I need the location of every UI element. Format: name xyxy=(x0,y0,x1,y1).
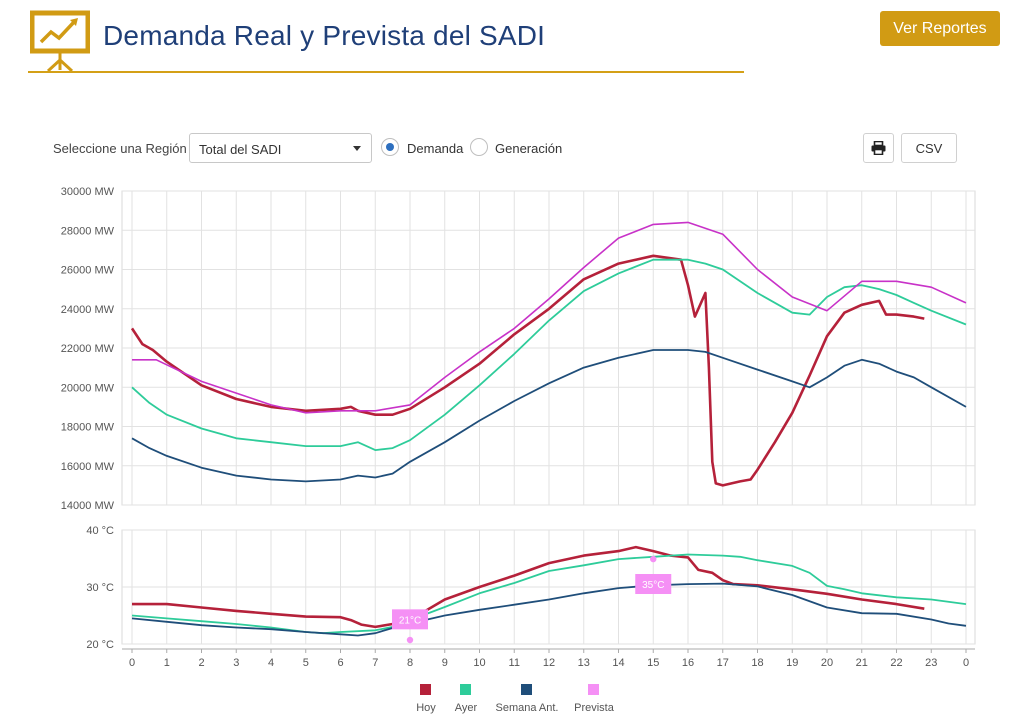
forecast-temp-label: 35°C xyxy=(642,580,664,591)
y-tick-label: 30 °C xyxy=(86,582,114,594)
x-tick-label: 8 xyxy=(407,657,413,669)
forecast-temp-marker xyxy=(392,609,428,630)
radio-selected-dot xyxy=(386,143,394,151)
x-tick-label: 18 xyxy=(751,657,763,669)
x-tick-label: 11 xyxy=(509,657,520,669)
forecast-temp-dot xyxy=(406,636,414,644)
x-tick-label: 20 xyxy=(821,657,833,669)
view-reports-button[interactable]: Ver Reportes xyxy=(880,11,1000,46)
legend-swatch-prevista_marker[interactable] xyxy=(588,684,599,695)
y-tick-label: 18000 MW xyxy=(61,422,115,434)
series-line-semana xyxy=(131,349,967,483)
series-line-prevista xyxy=(132,221,967,414)
y-tick-label: 14000 MW xyxy=(61,500,115,512)
caret-down-icon xyxy=(353,146,361,151)
x-tick-label: 12 xyxy=(543,657,555,669)
x-tick-label: 14 xyxy=(612,657,624,669)
series-line-semana xyxy=(131,582,967,637)
forecast-temp-label: 21°C xyxy=(399,615,421,626)
page-title: Demanda Real y Prevista del SADI xyxy=(103,20,546,51)
x-tick-label: 1 xyxy=(164,657,170,669)
series-line-hoy xyxy=(130,254,925,487)
csv-button[interactable]: CSV xyxy=(901,133,957,163)
forecast-temp-dot xyxy=(650,555,657,563)
x-tick-label: 21 xyxy=(856,657,868,669)
x-tick-label: 7 xyxy=(372,657,378,669)
region-label: Seleccione una Región xyxy=(53,141,187,156)
x-tick-label: 19 xyxy=(786,657,798,669)
legend-swatch-hoy[interactable] xyxy=(420,684,431,695)
x-tick-label: 6 xyxy=(337,657,343,669)
x-tick-label: 22 xyxy=(890,657,902,669)
x-tick-label: 17 xyxy=(717,657,729,669)
series-line-ayer xyxy=(131,258,967,452)
radio-generation-label[interactable]: Generación xyxy=(495,141,563,156)
y-tick-label: 40 °C xyxy=(86,525,114,537)
radio-demand-label[interactable]: Demanda xyxy=(407,141,464,156)
y-tick-label: 16000 MW xyxy=(61,461,115,473)
radio-generation[interactable] xyxy=(470,138,488,156)
x-tick-label: 4 xyxy=(268,657,274,669)
x-tick-label: 16 xyxy=(682,657,694,669)
y-tick-label: 22000 MW xyxy=(61,343,115,355)
x-tick-label: 5 xyxy=(303,657,309,669)
x-tick-label: 15 xyxy=(647,657,659,669)
y-tick-label: 20000 MW xyxy=(61,382,115,394)
legend-swatch-semana[interactable] xyxy=(521,684,532,695)
x-tick-label: 0 xyxy=(129,657,135,669)
print-icon xyxy=(871,141,886,155)
x-tick-label: 9 xyxy=(442,657,448,669)
radio-demand[interactable] xyxy=(381,138,399,156)
header-divider xyxy=(28,71,744,73)
region-select-value: Total del SADI xyxy=(199,142,282,157)
region-select[interactable]: Total del SADI xyxy=(189,133,372,163)
x-tick-label: 10 xyxy=(473,657,485,669)
x-tick-label: 3 xyxy=(233,657,239,669)
y-tick-label: 28000 MW xyxy=(61,225,115,237)
presentation-chart-icon xyxy=(30,10,90,72)
forecast-temp-marker xyxy=(635,574,672,595)
y-tick-label: 26000 MW xyxy=(61,265,115,277)
x-tick-label: 13 xyxy=(578,657,590,669)
legend-label-hoy[interactable]: Hoy xyxy=(416,702,436,714)
legend-label-prevista_marker[interactable]: Prevista xyxy=(574,702,615,714)
x-tick-label: 23 xyxy=(925,657,937,669)
y-tick-label: 30000 MW xyxy=(61,186,115,198)
x-tick-label: 0 xyxy=(963,657,969,669)
y-tick-label: 24000 MW xyxy=(61,304,115,316)
legend-label-ayer[interactable]: Ayer xyxy=(455,702,478,714)
y-tick-label: 20 °C xyxy=(86,639,114,651)
x-tick-label: 2 xyxy=(198,657,204,669)
legend-swatch-ayer[interactable] xyxy=(460,684,471,695)
print-button[interactable] xyxy=(863,133,894,163)
legend-label-semana[interactable]: Semana Ant. xyxy=(496,702,559,714)
